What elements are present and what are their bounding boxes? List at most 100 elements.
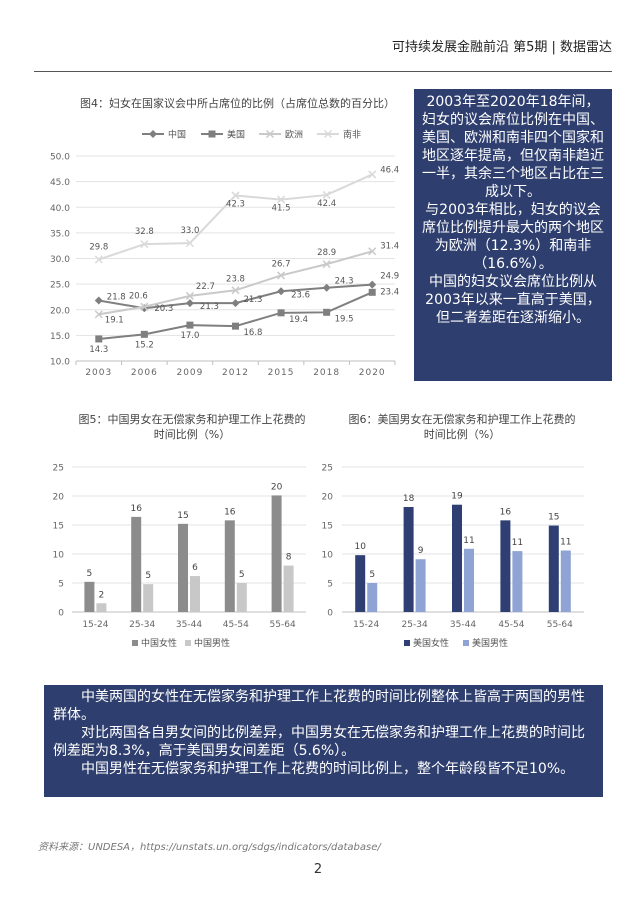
chart5-ytick-label: 5: [58, 580, 64, 590]
chart4-point: [368, 280, 377, 289]
chart6-xtick-label: 55-64: [547, 620, 573, 630]
summary-box-right: 2003年至2020年18年间，妇女的议会席位比例在中国、美国、欧洲和南非四个国…: [414, 89, 612, 381]
chart4-title: 图4：妇女在国家议会中所占席位的比例（占席位总数的百分比）: [80, 97, 395, 110]
summary-box-bottom: 中美两国的女性在无偿家务和护理工作上花费的时间比例整体上皆高于两国的男性群体。 …: [44, 685, 603, 797]
chart4-point: [231, 191, 240, 200]
summary-right-p2: 与2003年相比，妇女的议会席位比例提升最大的两个地区为欧洲（12.3%）和南非…: [422, 202, 604, 272]
chart4-point: [94, 310, 103, 319]
chart4-ytick-label: 15.0: [50, 332, 70, 342]
chart6-data-label: 10: [354, 542, 366, 552]
chart4-legend-marker: [323, 129, 333, 139]
chart4-xtick-label: 2009: [176, 368, 203, 378]
chart5-data-label: 20: [271, 482, 283, 492]
chart5-bar: [224, 520, 235, 612]
chart4-ytick-label: 20.0: [50, 306, 70, 316]
chart6-ytick-label: 25: [322, 464, 333, 474]
chart5-legend-label: 中国男性: [194, 637, 230, 649]
chart4-point: [186, 321, 194, 329]
chart4-point: [185, 291, 194, 300]
chart4-point: [277, 287, 286, 296]
chart4-data-label: 46.4: [380, 165, 399, 175]
chart4-ytick-label: 40.0: [50, 204, 70, 214]
chart4-ytick-label: 50.0: [50, 153, 70, 163]
chart4-point: [277, 195, 286, 204]
chart6-data-label: 11: [463, 536, 474, 546]
chart6-legend-label: 美国女性: [413, 637, 449, 649]
chart4-xtick-label: 2015: [268, 368, 295, 378]
chart4-series-line: [98, 173, 373, 261]
chart5-bar: [131, 516, 142, 612]
chart5-data-label: 8: [286, 553, 292, 563]
chart5-ytick-label: 0: [58, 609, 64, 619]
chart5-data-label: 5: [87, 569, 93, 579]
chart6-data-label: 5: [369, 570, 375, 580]
chart4-legend-marker: [265, 129, 275, 139]
chart4-point: [185, 299, 194, 308]
chart5-xtick-label: 45-54: [223, 620, 249, 630]
chart4-point: [368, 288, 376, 296]
chart6-bar: [367, 583, 378, 612]
summary-bottom-p3: 中国男性在无偿家务和护理工作上花费的时间比例上，整个年龄段皆不足10%。: [81, 761, 575, 777]
chart4-ytick-label: 30.0: [50, 255, 70, 265]
chart4-data-label: 41.5: [272, 204, 291, 214]
chart4-data-label: 15.2: [135, 340, 154, 350]
chart6-bar: [464, 548, 474, 612]
chart6-legend-label: 美国男性: [472, 637, 508, 649]
chart4-data-label: 23.6: [291, 290, 310, 300]
page-number: 2: [313, 862, 323, 877]
chart4-data-label: 20.3: [154, 304, 173, 314]
chart4-data-label: 26.7: [272, 259, 291, 269]
chart6-data-label: 15: [548, 513, 559, 523]
chart4-data-label: 19.4: [289, 315, 308, 325]
chart5-bar: [143, 584, 154, 612]
chart4-ytick-label: 10.0: [50, 358, 70, 368]
chart4-data-label: 20.6: [129, 292, 148, 302]
page-header: 可持续发展金融前沿 第5期 | 数据雷达: [391, 40, 612, 55]
chart4-point: [140, 302, 149, 311]
chart5-ytick-label: 15: [53, 522, 64, 532]
header-rule: [34, 71, 612, 72]
chart4-point: [140, 330, 148, 338]
chart4-ytick-label: 35.0: [50, 229, 70, 239]
chart6-bar: [355, 555, 366, 612]
chart4-point: [322, 283, 331, 292]
chart5-bar: [178, 523, 188, 612]
chart6-ytick-label: 10: [322, 551, 334, 561]
chart5-data-label: 15: [177, 511, 188, 521]
chart5-bar: [190, 576, 200, 612]
chart4-legend-marker: [149, 130, 157, 138]
chart6-bar: [500, 520, 511, 612]
chart6-bar: [415, 559, 426, 612]
chart5-data-label: 5: [145, 571, 151, 581]
chart6-bar: [560, 550, 571, 612]
chart4-data-label: 22.7: [196, 282, 215, 292]
chart5-legend-swatch: [185, 640, 191, 646]
chart4-data-label: 19.1: [105, 315, 124, 325]
chart5-xtick-label: 55-64: [270, 620, 296, 630]
chart4-point: [277, 271, 286, 280]
chart4-data-label: 21.3: [244, 295, 263, 305]
chart6-data-label: 11: [512, 538, 523, 548]
chart6-data-label: 11: [560, 538, 571, 548]
chart4-xtick-label: 2006: [131, 368, 158, 378]
summary-bottom-p1: 中美两国的女性在无偿家务和护理工作上花费的时间比例整体上皆高于两国的男性群体。: [53, 689, 585, 723]
chart4-point: [368, 170, 377, 179]
chart6-xtick-label: 45-54: [498, 620, 524, 630]
chart5-title: 图5：中国男女在无偿家务和护理工作上花费的时间比例（%）: [78, 413, 306, 441]
chart5-bar: [96, 603, 107, 612]
chart4-point: [94, 255, 103, 264]
chart6-bar: [548, 525, 559, 612]
chart4-data-label: 16.8: [244, 328, 263, 338]
chart4-point: [232, 322, 239, 330]
chart4-data-label: 42.4: [317, 199, 336, 209]
chart4-data-label: 42.3: [226, 199, 245, 209]
chart5-data-label: 16: [224, 507, 236, 517]
chart6-data-label: 18: [403, 494, 415, 504]
chart4-point: [94, 296, 103, 305]
chart5-data-label: 16: [130, 504, 142, 514]
chart6-title: 图6：美国男女在无偿家务和护理工作上花费的时间比例（%）: [348, 413, 576, 441]
chart6-xtick-label: 15-24: [353, 620, 379, 630]
chart5-bar: [236, 583, 247, 612]
chart4-data-label: 17.0: [180, 331, 199, 341]
chart6-data-label: 16: [500, 507, 512, 517]
